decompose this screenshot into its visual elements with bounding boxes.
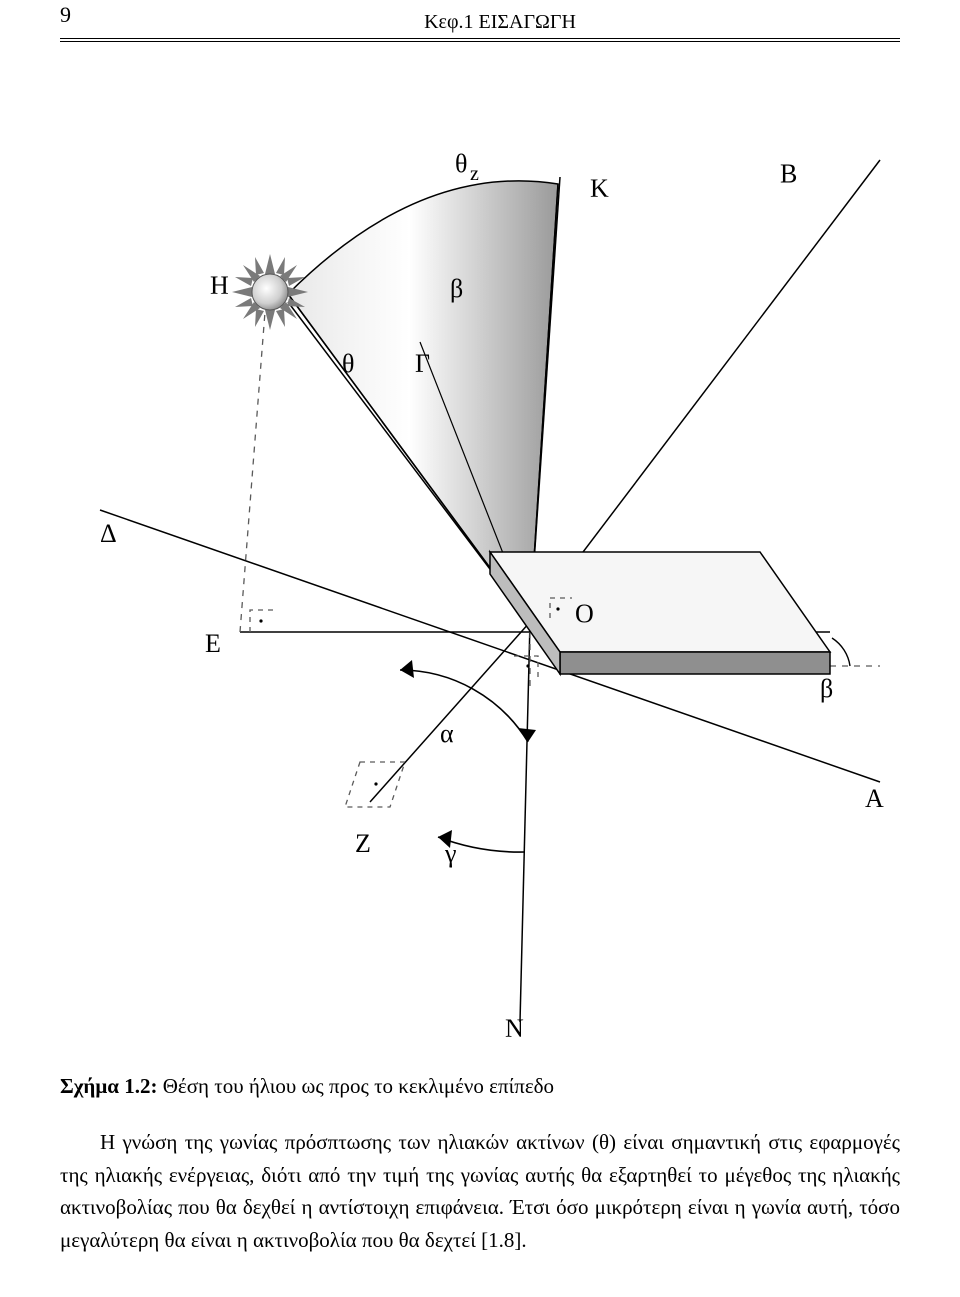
line-o-n [520,622,530,1022]
page-number: 9 [60,2,100,38]
label-theta: θ [342,349,354,378]
label-Delta: Δ [100,519,117,548]
label-B: Β [780,159,797,188]
label-beta2: β [820,674,833,703]
chapter-title: Κεφ.1 ΕΙΣΑΓΩΓΗ [100,11,900,38]
label-Z: Ζ [355,829,371,858]
dash-e-h [240,312,265,632]
caption-text: Θέση του ήλιου ως προς το κεκλιμένο επίπ… [157,1074,554,1098]
label-alpha: α [440,719,454,748]
right-angle-o-down [514,656,538,680]
solar-angle-diagram: θ z Κ Β Η β θ Γ Δ Ε Ο β α Ζ γ Α Ν [60,62,900,1042]
figure-caption: Σχήμα 1.2: Θέση του ήλιου ως προς το κεκ… [60,1072,900,1100]
figure-1-2: θ z Κ Β Η β θ Γ Δ Ε Ο β α Ζ γ Α Ν [60,62,900,1042]
arc-beta [832,638,850,666]
arrow-alpha-2 [518,728,536,742]
dot-z [374,782,377,785]
dot-o-down [526,664,529,667]
arc-alpha [400,670,528,742]
label-E: Ε [205,629,221,658]
dot-o-up [556,607,559,610]
label-N: Ν [505,1014,524,1042]
caption-label: Σχήμα 1.2: [60,1074,157,1098]
sun-icon [232,254,308,330]
label-A: Α [865,784,884,813]
label-O: Ο [575,599,594,628]
body-paragraph: Η γνώση της γωνίας πρόσπτωσης των ηλιακώ… [60,1126,900,1256]
label-Gamma: Γ [415,349,430,378]
label-theta-z: θ [455,149,467,178]
label-theta-z-sub: z [470,163,479,185]
panel-front [560,652,830,674]
line-o-z [370,622,530,802]
label-beta: β [450,274,463,303]
header-rule [60,41,900,42]
arrow-alpha-1 [400,660,414,678]
label-H: Η [210,271,229,300]
label-K: Κ [590,174,609,203]
label-gamma: γ [444,839,457,868]
dot-e [259,619,262,622]
